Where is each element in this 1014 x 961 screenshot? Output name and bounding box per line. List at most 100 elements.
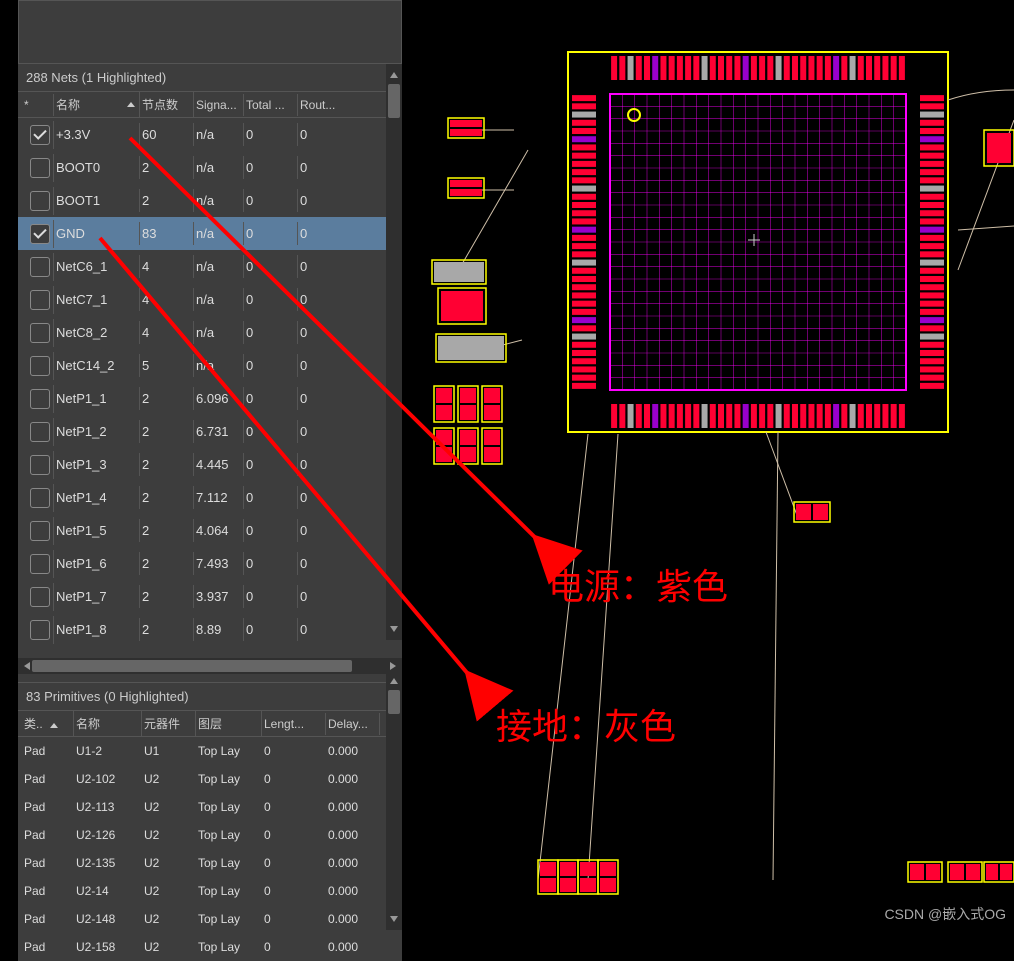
net-checkbox-cell[interactable]	[18, 121, 54, 149]
prim-name: U2-135	[74, 852, 142, 874]
net-row[interactable]: NetP1_723.93700	[18, 580, 402, 613]
pcb-view[interactable]	[418, 0, 1014, 930]
primitive-row[interactable]: PadU2-113U2Top Lay00.000	[18, 793, 402, 821]
net-row[interactable]: NetC7_14n/a00	[18, 283, 402, 316]
net-nodes: 2	[140, 156, 194, 179]
checkbox[interactable]	[30, 455, 50, 475]
net-checkbox-cell[interactable]	[18, 385, 54, 413]
checkbox[interactable]	[30, 290, 50, 310]
col-total[interactable]: Total ...	[244, 94, 298, 116]
net-row[interactable]: NetP1_427.11200	[18, 481, 402, 514]
primitives-body[interactable]: PadU1-2U1Top Lay00.000PadU2-102U2Top Lay…	[18, 737, 402, 961]
primitive-row[interactable]: PadU2-14U2Top Lay00.000	[18, 877, 402, 905]
nets-body[interactable]: +3.3V60n/a00BOOT02n/a00BOOT12n/a00GND83n…	[18, 118, 402, 658]
primitive-row[interactable]: PadU2-148U2Top Lay00.000	[18, 905, 402, 933]
net-signal: n/a	[194, 123, 244, 146]
scroll-left-icon[interactable]	[24, 662, 30, 670]
nets-scrollbar-vertical[interactable]	[386, 64, 402, 640]
checkbox[interactable]	[30, 356, 50, 376]
net-row[interactable]: NetP1_226.73100	[18, 415, 402, 448]
primitive-row[interactable]: PadU2-102U2Top Lay00.000	[18, 765, 402, 793]
col-rout[interactable]: Rout...	[298, 94, 352, 116]
net-row[interactable]: BOOT12n/a00	[18, 184, 402, 217]
primitive-row[interactable]: PadU2-158U2Top Lay00.000	[18, 933, 402, 961]
net-row[interactable]: NetP1_126.09600	[18, 382, 402, 415]
net-checkbox-cell[interactable]	[18, 484, 54, 512]
net-row[interactable]: GND83n/a00	[18, 217, 402, 250]
pcol-name[interactable]: 名称	[74, 711, 142, 736]
pcol-len[interactable]: Lengt...	[262, 713, 326, 735]
net-row[interactable]: NetP1_524.06400	[18, 514, 402, 547]
checkbox[interactable]	[30, 125, 50, 145]
primitive-row[interactable]: PadU2-126U2Top Lay00.000	[18, 821, 402, 849]
scroll-right-icon[interactable]	[390, 662, 396, 670]
primitives-scrollbar-vertical[interactable]	[386, 670, 402, 930]
net-name: BOOT0	[54, 156, 140, 179]
nets-scrollbar-horizontal[interactable]	[18, 658, 402, 674]
checkbox[interactable]	[30, 389, 50, 409]
pcb-canvas[interactable]	[418, 0, 1014, 930]
checkbox[interactable]	[30, 587, 50, 607]
pcol-type[interactable]: 类..	[18, 711, 74, 736]
checkbox[interactable]	[30, 257, 50, 277]
primitive-row[interactable]: PadU1-2U1Top Lay00.000	[18, 737, 402, 765]
pcol-layer[interactable]: 图层	[196, 711, 262, 736]
scroll-thumb-v[interactable]	[388, 690, 400, 714]
checkbox[interactable]	[30, 422, 50, 442]
net-nodes: 2	[140, 486, 194, 509]
net-row[interactable]: NetC14_25n/a00	[18, 349, 402, 382]
scroll-up-icon[interactable]	[390, 676, 398, 684]
checkbox[interactable]	[30, 554, 50, 574]
net-row[interactable]: NetP1_627.49300	[18, 547, 402, 580]
net-total: 0	[244, 453, 298, 476]
nets-header[interactable]: 288 Nets (1 Highlighted)	[18, 64, 402, 92]
net-row[interactable]: NetP1_324.44500	[18, 448, 402, 481]
col-signal[interactable]: Signa...	[194, 94, 244, 116]
net-checkbox-cell[interactable]	[18, 451, 54, 479]
net-checkbox-cell[interactable]	[18, 319, 54, 347]
net-checkbox-cell[interactable]	[18, 187, 54, 215]
pcol-delay[interactable]: Delay...	[326, 713, 380, 735]
prim-len: 0	[262, 740, 326, 762]
prim-comp: U2	[142, 880, 196, 902]
checkbox[interactable]	[30, 620, 50, 640]
net-total: 0	[244, 255, 298, 278]
net-checkbox-cell[interactable]	[18, 583, 54, 611]
scroll-thumb-v[interactable]	[388, 84, 400, 118]
net-row[interactable]: NetP1_828.8900	[18, 613, 402, 646]
net-row[interactable]: NetC8_24n/a00	[18, 316, 402, 349]
checkbox[interactable]	[30, 323, 50, 343]
net-name: NetP1_2	[54, 420, 140, 443]
net-name: NetP1_6	[54, 552, 140, 575]
pcol-comp[interactable]: 元器件	[142, 711, 196, 736]
net-nodes: 60	[140, 123, 194, 146]
col-nodes[interactable]: 节点数	[140, 92, 194, 117]
net-row[interactable]: NetC6_14n/a00	[18, 250, 402, 283]
scroll-thumb-h[interactable]	[32, 660, 352, 672]
primitives-header[interactable]: 83 Primitives (0 Highlighted)	[18, 682, 402, 711]
checkbox[interactable]	[30, 488, 50, 508]
scroll-down-icon[interactable]	[390, 626, 398, 634]
scroll-up-icon[interactable]	[390, 70, 398, 78]
col-name[interactable]: 名称	[54, 92, 140, 117]
checkbox[interactable]	[30, 224, 50, 244]
net-checkbox-cell[interactable]	[18, 253, 54, 281]
scroll-down-icon[interactable]	[390, 916, 398, 924]
net-checkbox-cell[interactable]	[18, 154, 54, 182]
net-checkbox-cell[interactable]	[18, 517, 54, 545]
net-row[interactable]: +3.3V60n/a00	[18, 118, 402, 151]
prim-type: Pad	[18, 796, 74, 818]
net-checkbox-cell[interactable]	[18, 220, 54, 248]
net-checkbox-cell[interactable]	[18, 352, 54, 380]
net-rout: 0	[298, 420, 352, 443]
checkbox[interactable]	[30, 191, 50, 211]
net-row[interactable]: BOOT02n/a00	[18, 151, 402, 184]
net-checkbox-cell[interactable]	[18, 550, 54, 578]
checkbox[interactable]	[30, 521, 50, 541]
net-checkbox-cell[interactable]	[18, 286, 54, 314]
checkbox[interactable]	[30, 158, 50, 178]
col-check[interactable]: *	[18, 94, 54, 116]
primitive-row[interactable]: PadU2-135U2Top Lay00.000	[18, 849, 402, 877]
net-checkbox-cell[interactable]	[18, 616, 54, 644]
net-checkbox-cell[interactable]	[18, 418, 54, 446]
